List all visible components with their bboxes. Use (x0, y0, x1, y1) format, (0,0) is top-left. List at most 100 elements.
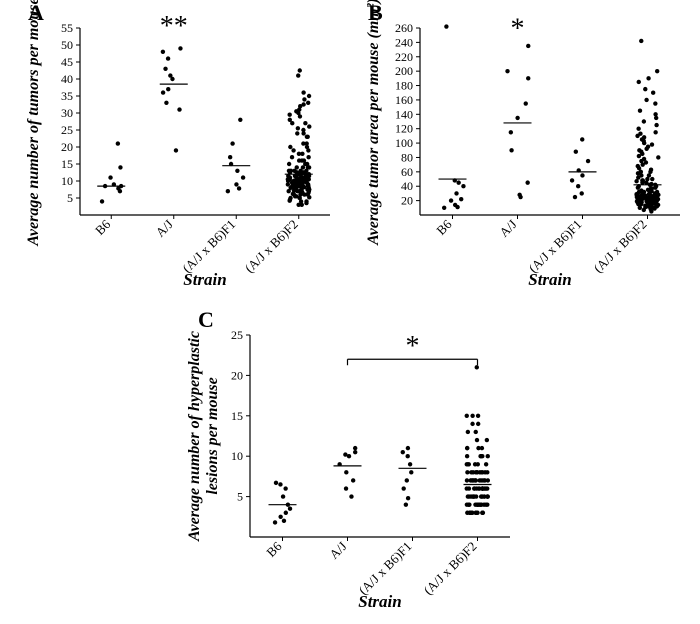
data-point (476, 414, 480, 418)
y-tick-label: 160 (395, 93, 413, 107)
data-point (577, 168, 581, 172)
data-point (401, 450, 405, 454)
panel-A: A510152025303540455055Average number of … (25, 0, 330, 289)
data-point (509, 130, 513, 134)
data-point (515, 116, 519, 120)
data-point (274, 481, 278, 485)
data-point (484, 502, 488, 506)
data-point (465, 486, 469, 490)
data-point (653, 112, 657, 116)
x-tick-label: A/J (496, 217, 519, 240)
data-point (118, 165, 122, 169)
significance-marker: * (511, 13, 525, 44)
data-point (163, 67, 167, 71)
data-point (166, 56, 170, 60)
data-point (112, 182, 116, 186)
y-tick-label: 180 (395, 79, 413, 93)
data-point (480, 511, 484, 515)
data-point (228, 155, 232, 159)
data-point (241, 175, 245, 179)
data-point (475, 438, 479, 442)
data-point (287, 113, 291, 117)
data-point (168, 73, 172, 77)
y-tick-label: 40 (61, 72, 73, 86)
data-point (453, 178, 457, 182)
y-tick-label: 140 (395, 107, 413, 121)
data-point (526, 44, 530, 48)
data-point (116, 141, 120, 145)
y-axis-title: Average tumor area per mouse (mm²) (365, 0, 382, 246)
data-point (580, 137, 584, 141)
panel-C: C510152025Average number of hyperplastic… (186, 307, 510, 611)
data-point (638, 109, 642, 113)
data-point (637, 80, 641, 84)
data-point (525, 180, 529, 184)
data-point (642, 119, 646, 123)
data-point (471, 470, 475, 474)
data-point (161, 90, 165, 94)
data-point (637, 148, 641, 152)
data-point (449, 198, 453, 202)
data-point (453, 203, 457, 207)
data-point (524, 101, 528, 105)
x-tick-label: (A/J x B6)F1 (179, 217, 238, 276)
data-point (353, 446, 357, 450)
data-point (178, 46, 182, 50)
x-tick-label: A/J (152, 217, 175, 240)
data-point (461, 184, 465, 188)
data-point (465, 446, 469, 450)
data-point (344, 486, 348, 490)
data-point (586, 159, 590, 163)
x-tick-label: A/J (326, 539, 349, 562)
data-point (238, 118, 242, 122)
data-point (466, 430, 470, 434)
data-point (408, 462, 412, 466)
figure-svg: A510152025303540455055Average number of … (0, 0, 700, 624)
y-tick-label: 25 (231, 328, 243, 342)
data-point (288, 145, 292, 149)
y-tick-label: 100 (395, 136, 413, 150)
data-point (636, 126, 640, 130)
y-tick-label: 15 (231, 409, 243, 423)
x-axis-title: Strain (528, 270, 571, 289)
data-point (478, 470, 482, 474)
y-tick-label: 45 (61, 55, 73, 69)
y-tick-label: 25 (61, 123, 73, 137)
data-point (296, 73, 300, 77)
data-point (650, 177, 654, 181)
data-point (470, 414, 474, 418)
data-point (297, 152, 301, 156)
data-point (642, 157, 646, 161)
data-point (337, 462, 341, 466)
data-point (509, 148, 513, 152)
y-tick-label: 60 (401, 165, 413, 179)
data-point (465, 414, 469, 418)
data-point (166, 87, 170, 91)
data-point (485, 438, 489, 442)
data-point (284, 511, 288, 515)
data-point (305, 135, 309, 139)
x-tick-label: (A/J x B6)F2 (420, 539, 479, 598)
y-tick-label: 50 (61, 38, 73, 52)
data-point (642, 135, 646, 139)
data-point (639, 39, 643, 43)
data-point (485, 486, 489, 490)
data-point (406, 496, 410, 500)
data-point (273, 520, 277, 524)
y-tick-label: 15 (61, 157, 73, 171)
data-point (229, 162, 233, 166)
data-point (301, 128, 305, 132)
data-point (650, 142, 654, 146)
data-point (230, 141, 234, 145)
x-tick-label: (A/J x B6)F1 (355, 539, 414, 598)
data-point (526, 76, 530, 80)
data-point (653, 101, 657, 105)
data-point (303, 121, 307, 125)
data-point (465, 454, 469, 458)
data-point (477, 478, 481, 482)
data-point (505, 69, 509, 73)
data-point (638, 132, 642, 136)
data-point (234, 182, 238, 186)
data-point (636, 164, 640, 168)
data-point (474, 430, 478, 434)
